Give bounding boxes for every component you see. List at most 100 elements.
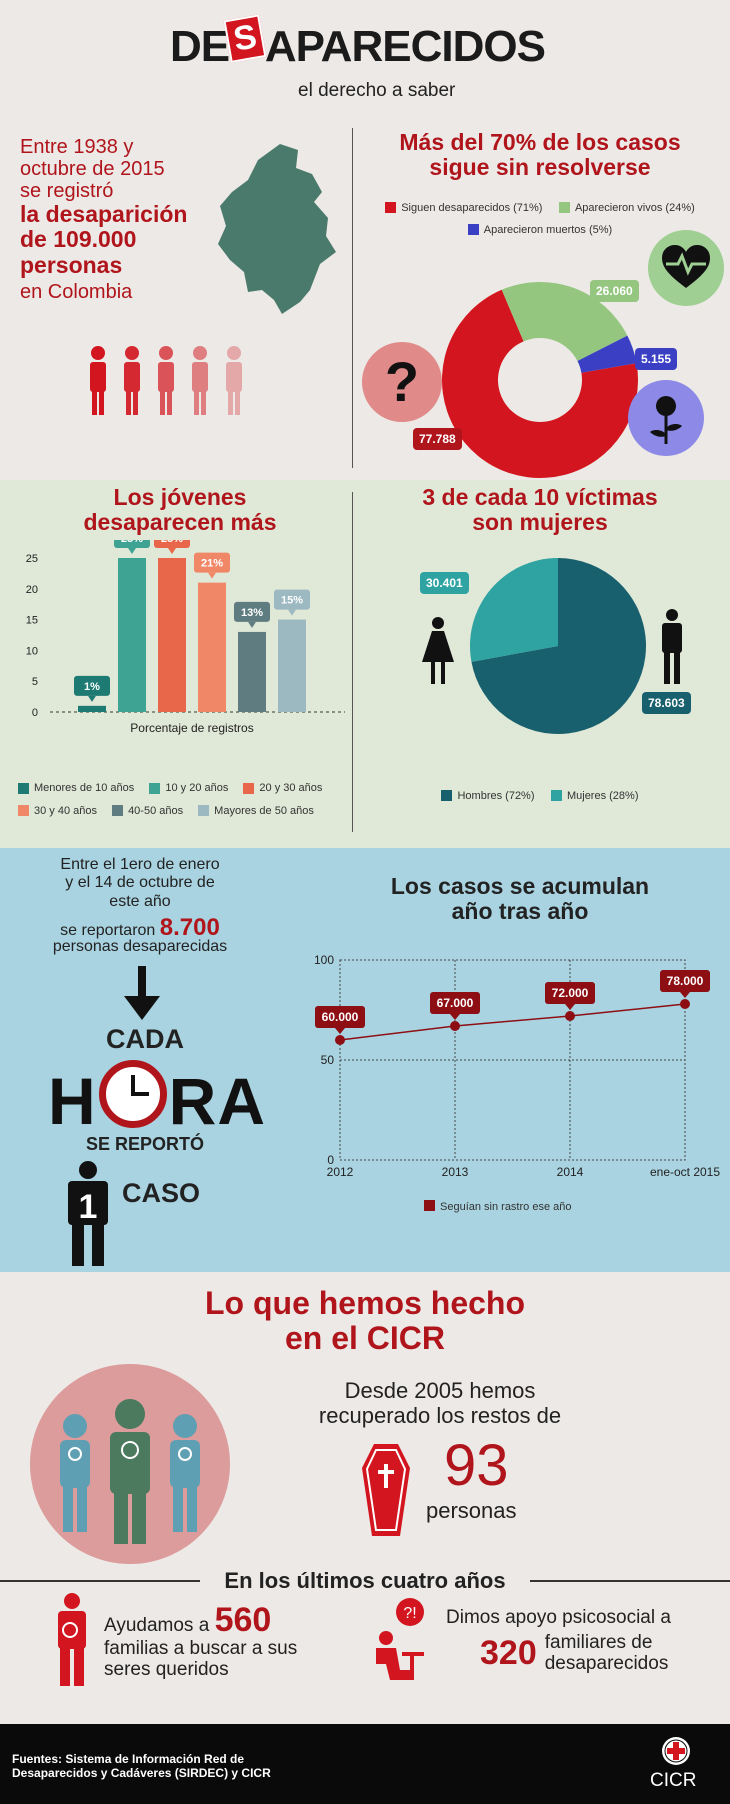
pie-label-mujeres: 30.401 <box>420 572 469 594</box>
pie-label-hombres: 78.603 <box>642 692 691 714</box>
legend-label: Hombres (72%) <box>457 789 535 802</box>
bars-title: Los jóvenes desaparecen más <box>30 484 330 536</box>
data-point <box>335 1035 345 1045</box>
aid-workers-icon <box>60 1399 200 1544</box>
section-overview: Entre 1938 y octubre de 2015 se registró… <box>0 120 730 480</box>
source-line: Desaparecidos y Cadáveres (SIRDEC) y CIC… <box>12 1766 271 1781</box>
svg-text:13%: 13% <box>241 607 263 619</box>
hora-h: H <box>48 1064 97 1138</box>
man-icon <box>662 609 682 684</box>
reported-line: se reportaron <box>60 922 156 939</box>
footer: Fuentes: Sistema de Información Red de D… <box>0 1724 730 1804</box>
section-age-gender: Los jóvenes desaparecen más 25 20 15 10 5 0 1%… <box>0 480 730 848</box>
bars-title-line: desaparecen más <box>83 509 277 536</box>
section-timeline: Entre el 1ero de enero y el 14 de octubr… <box>0 848 730 1272</box>
arrow-down-icon <box>124 966 160 1020</box>
people-icons <box>90 346 242 415</box>
remains-number: 93 <box>444 1433 509 1498</box>
donut-label-desaparecidos: 77.788 <box>413 428 462 450</box>
bar <box>198 582 226 712</box>
donut-label-vivos: 26.060 <box>590 280 639 302</box>
y-tick-label: 10 <box>26 645 38 657</box>
help-line: familias a buscar a sus <box>104 1638 298 1660</box>
source-line: Fuentes: Sistema de Información Red de <box>12 1752 245 1766</box>
donut-title-line: sigue sin resolverse <box>429 154 651 181</box>
divider <box>352 128 353 468</box>
woman-icon <box>422 617 454 684</box>
legend-label: Aparecieron muertos (5%) <box>483 223 613 236</box>
data-label: 78.000 <box>660 970 710 998</box>
bar-value-tag: 25% <box>114 540 150 554</box>
pie-title-line: 3 de cada 10 víctimas <box>422 484 658 510</box>
cicr-title-line: Lo que hemos hecho <box>204 1285 526 1321</box>
section-cicr: Lo que hemos hecho en el CICR Desde 2005… <box>0 1272 730 1724</box>
help-line: Dimos apoyo psicosocial a <box>446 1607 671 1628</box>
donut-slice <box>442 289 638 478</box>
bar-value-tag: 1% <box>74 675 110 702</box>
title-part-aparecidos: APARECIDOS <box>264 22 546 71</box>
bar-value-tag: 25% <box>154 540 190 554</box>
intro-line: octubre de 2015 <box>20 158 165 180</box>
legend-item: 10 y 20 años <box>149 782 228 794</box>
pie-slice <box>471 558 646 734</box>
rose-icon <box>628 380 704 456</box>
cicr-title: Lo que hemos hecho en el CICR <box>100 1285 630 1357</box>
cicr-title-line: en el CICR <box>284 1320 446 1357</box>
y-tick-label: 25 <box>26 553 38 565</box>
pie-chart <box>470 558 646 734</box>
x-axis-label: Porcentaje de registros <box>130 721 253 735</box>
hour-intro: Entre el 1ero de enero y el 14 de octubr… <box>20 856 260 911</box>
heart-icon <box>648 230 724 306</box>
bar-value-tag: 21% <box>194 552 230 579</box>
svg-text:21%: 21% <box>201 558 223 570</box>
bar-value-tag: 15% <box>274 589 310 616</box>
reporto-text: SE REPORTÓ <box>85 1134 205 1154</box>
psychosocial-support-icon: ?! <box>376 1598 424 1680</box>
legend-label: Menores de 10 años <box>34 782 135 794</box>
hour-intro-line: Entre el 1ero de enero <box>60 856 220 873</box>
svg-text:25%: 25% <box>121 540 143 545</box>
series-line <box>339 1003 686 1041</box>
data-label: 60.000 <box>315 1006 365 1034</box>
svg-text:78.000: 78.000 <box>667 974 704 988</box>
legend-label: 40-50 años <box>128 804 184 817</box>
pie-slice <box>470 558 558 662</box>
four-years-title: En los últimos cuatro años <box>224 1568 506 1593</box>
hour-intro-line: y el 14 de octubre de <box>65 874 215 892</box>
divider <box>530 1580 730 1582</box>
legend-item: Mujeres (28%) <box>550 790 639 802</box>
bar <box>118 558 146 712</box>
help-number: 560 <box>214 1601 272 1639</box>
svg-text:?!: ?! <box>403 1605 416 1622</box>
subtitle: el derecho a saber <box>298 80 456 101</box>
data-point <box>450 1021 460 1031</box>
intro-line: Entre 1938 y <box>20 136 134 158</box>
pie-legend: Hombres (72%) Mujeres (28%) <box>360 788 720 806</box>
line-legend: Seguían sin rastro ese año <box>424 1200 571 1213</box>
line-title-line: año tras año <box>451 898 589 925</box>
data-label: 67.000 <box>430 992 480 1020</box>
help-line: Ayudamos a <box>104 1615 210 1636</box>
person-search-icon <box>58 1593 86 1686</box>
red-cross-logo-icon <box>662 1737 690 1765</box>
donut-slice <box>577 335 637 373</box>
legend-label: Aparecieron vivos (24%) <box>574 201 695 214</box>
caso-text: CASO <box>122 1178 201 1208</box>
bars-legend: Menores de 10 años 10 y 20 años 20 y 30 … <box>18 782 348 819</box>
legend-item: 30 y 40 años <box>18 805 97 817</box>
clock-icon <box>98 1060 167 1128</box>
bar-chart: 25 20 15 10 5 0 1% 25% 25% 21% 13% 15% Porcentaje de… <box>26 540 345 735</box>
data-point <box>565 1011 575 1021</box>
donut-chart <box>442 282 638 478</box>
bar <box>278 619 306 712</box>
intro-bold: la desaparición <box>20 201 188 227</box>
legend-item: Hombres (72%) <box>441 789 535 802</box>
line-title-line: Los casos se acumulan <box>390 873 650 899</box>
y-tick-label: 100 <box>314 953 334 967</box>
legend-label: 30 y 40 años <box>34 804 97 817</box>
svg-text:67.000: 67.000 <box>437 996 474 1010</box>
bars-title-line: Los jóvenes <box>113 484 247 510</box>
legend-item: Mayores de 50 años <box>198 805 314 817</box>
